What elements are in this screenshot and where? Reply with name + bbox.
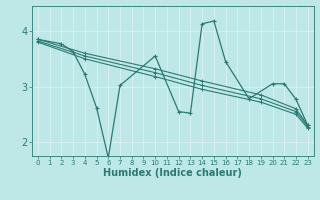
X-axis label: Humidex (Indice chaleur): Humidex (Indice chaleur) xyxy=(103,168,242,178)
